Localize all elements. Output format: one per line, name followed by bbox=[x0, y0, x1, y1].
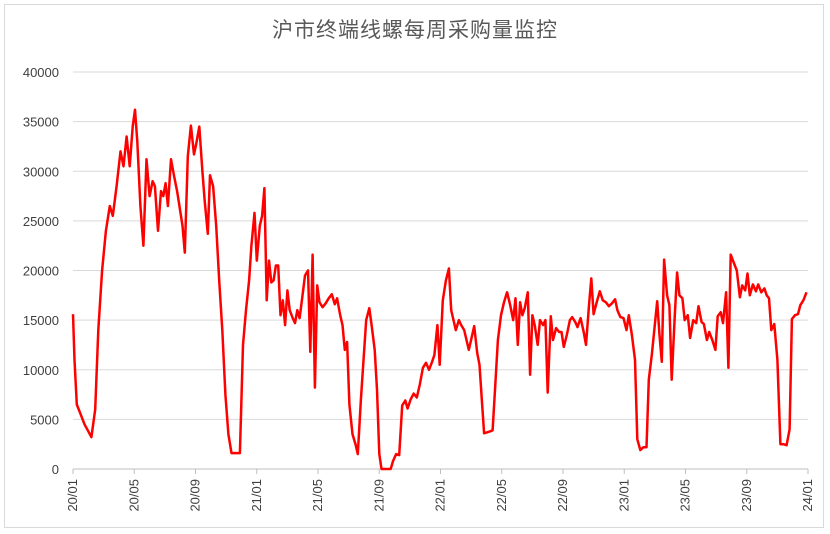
y-tick-label: 20000 bbox=[23, 264, 59, 279]
series-line bbox=[71, 108, 808, 471]
y-tick-label: 25000 bbox=[23, 214, 59, 229]
y-axis-ticks: 0 5000 10000 15000 20000 25000 30000 35000 40000 bbox=[23, 65, 59, 477]
x-tick-label: 23/09 bbox=[739, 479, 754, 512]
x-tick-label: 22/01 bbox=[433, 479, 448, 512]
chart-frame bbox=[4, 4, 824, 528]
y-tick-label: 0 bbox=[52, 462, 59, 477]
y-tick-label: 40000 bbox=[23, 65, 59, 80]
y-tick-label: 30000 bbox=[23, 164, 59, 179]
x-tick-label: 23/01 bbox=[616, 479, 631, 512]
x-tick-label: 21/05 bbox=[310, 479, 325, 512]
x-tick-label: 21/01 bbox=[249, 479, 264, 512]
series-layer bbox=[71, 108, 808, 471]
x-tick-label: 22/05 bbox=[494, 479, 509, 512]
y-tick-label: 35000 bbox=[23, 115, 59, 130]
x-tick-label: 20/01 bbox=[65, 479, 80, 512]
x-axis-ticks: 20/01 20/05 20/09 21/01 21/05 21/09 22/01 22/05… bbox=[65, 469, 815, 512]
x-tick-label: 23/05 bbox=[678, 479, 693, 512]
gridlines bbox=[73, 71, 808, 470]
x-tick-label: 20/05 bbox=[126, 479, 141, 512]
x-tick-label: 21/09 bbox=[371, 479, 386, 512]
chart-title: 沪市终端线螺每周采购量监控 bbox=[272, 18, 558, 42]
x-tick-label: 20/09 bbox=[188, 479, 203, 512]
y-tick-label: 15000 bbox=[23, 313, 59, 328]
y-tick-label: 10000 bbox=[23, 363, 59, 378]
x-tick-label: 22/09 bbox=[555, 479, 570, 512]
x-tick-label: 24/01 bbox=[800, 479, 815, 512]
y-tick-label: 5000 bbox=[30, 412, 59, 427]
